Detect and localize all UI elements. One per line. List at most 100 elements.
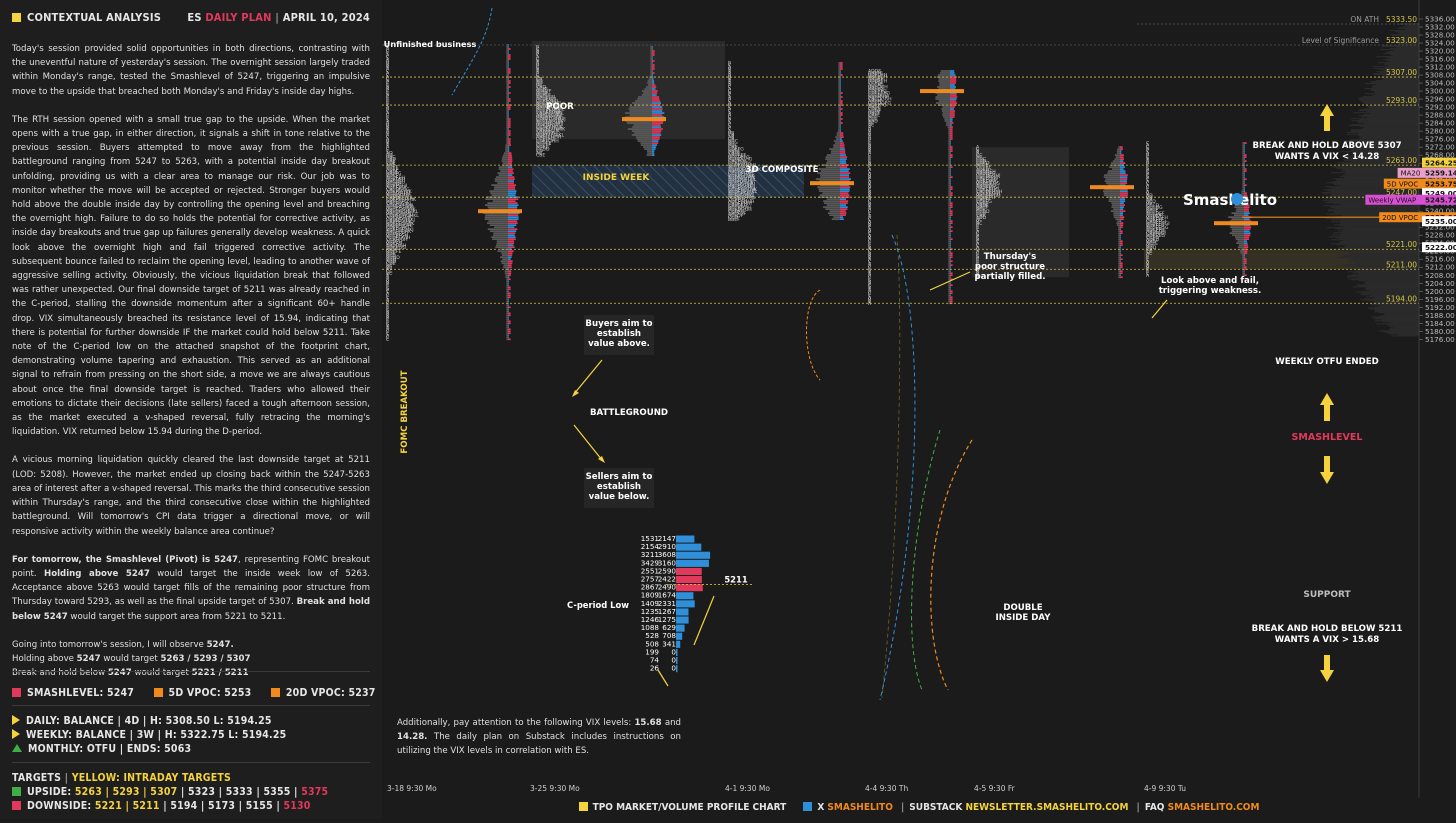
volume-bar [650, 70, 652, 72]
composite-volume-bar [1347, 271, 1419, 273]
volume-bar [948, 300, 950, 303]
composite-volume-bar [1340, 151, 1419, 153]
volume-bar-red [950, 194, 953, 196]
tpo-letters: A [386, 133, 390, 139]
composite-volume-bar [1336, 244, 1419, 246]
volume-bar [494, 180, 508, 182]
volume-bar-red [840, 102, 843, 104]
substack-link[interactable]: NEWSLETTER.SMASHELITO.COM [965, 802, 1129, 813]
tpo-letters: A [728, 97, 732, 103]
price-tick-label: 5316.00 [1425, 55, 1455, 64]
volume-bar [1118, 272, 1120, 275]
tpo-letters: CCDD [976, 209, 990, 215]
volume-bar-blue [1120, 206, 1124, 208]
volume-bar-blue [840, 90, 841, 92]
tpo-letters: C [976, 235, 979, 241]
tpo-letters: A [386, 67, 390, 73]
tpo-letters: CC [1146, 249, 1152, 255]
volume-bar-blue [950, 72, 955, 74]
tpo-letters: AD [536, 81, 543, 87]
volume-bar [944, 120, 950, 122]
volume-bar [506, 66, 508, 68]
volume-bar [838, 128, 840, 130]
tpo-letters: CD [536, 149, 543, 155]
x-handle-link[interactable]: SMASHELITO [827, 802, 893, 813]
volume-bar-red [950, 176, 953, 178]
volume-bar-red [840, 164, 849, 166]
volume-bar-blue [1244, 182, 1245, 184]
day-profile-0: BAACCACAABBBACACACBCCBBCCBCCCCCABCACCCAA… [386, 43, 522, 343]
footprint-ask: 629 [662, 623, 676, 632]
composite-volume-bar [1331, 221, 1419, 223]
volume-bar [637, 98, 652, 100]
volume-bar-red [508, 330, 511, 333]
tpo-letters: B [536, 49, 539, 55]
day-profile-3: ADDEABEFEBDEDFHBBCDEHABDEFBDDEFHCCEDFACC… [868, 69, 964, 307]
volume-bar [491, 194, 508, 196]
tpo-letters: A [868, 195, 872, 201]
volume-bar-red [508, 118, 511, 120]
volume-bar-blue [950, 294, 951, 297]
price-tag-name: 20D VPOC [1382, 214, 1418, 222]
volume-bar-red [508, 296, 511, 299]
composite-volume-bar [1381, 76, 1419, 78]
tpo-letters: CCEDF [868, 81, 884, 87]
volume-bar [948, 148, 950, 150]
volume-bar-red [508, 56, 511, 58]
volume-bar-red [950, 300, 953, 303]
volume-bar-blue [1244, 254, 1245, 257]
volume-bar [503, 154, 508, 156]
volume-bar [818, 188, 840, 190]
faq-link[interactable]: SMASHELITO.COM [1167, 802, 1260, 813]
volume-bar [1110, 210, 1120, 212]
volume-bar-blue [1244, 242, 1248, 245]
composite-volume-bar [1332, 183, 1419, 185]
volume-bar [506, 128, 508, 130]
volume-bar [819, 190, 840, 192]
volume-bar [948, 142, 950, 144]
tpo-letters: ADEFEFHIK [386, 189, 413, 195]
volume-bar-blue [950, 200, 951, 202]
volume-bar [822, 192, 840, 194]
composite-volume-bar [1352, 152, 1419, 154]
volume-bar-blue [652, 74, 653, 76]
analysis-panel: CONTEXTUAL ANALYSIS ES DAILY PLAN | APRI… [0, 0, 382, 819]
tpo-letters: B [868, 143, 871, 149]
tpo-letters: ADDDFHIHIJ [386, 203, 413, 209]
volume-bar-blue [508, 192, 517, 194]
battleground-zone [532, 165, 804, 198]
tpo-letters: C [868, 241, 871, 247]
tpo-letters: BBDFFGIHJL [536, 105, 564, 111]
volume-bar-blue [508, 298, 509, 301]
composite-volume-bar [1325, 218, 1419, 220]
tpo-letters: A [868, 247, 872, 253]
volume-bar-red [840, 196, 850, 198]
volume-bar-red [508, 264, 512, 267]
volume-bar [1236, 242, 1244, 245]
volume-bar [493, 188, 508, 190]
tpo-letters: C [976, 253, 979, 259]
tpo-letters: ACEE [1146, 241, 1158, 247]
volume-bar-red [508, 272, 512, 275]
volume-bar [948, 174, 950, 176]
volume-bar [1118, 276, 1120, 279]
volume-bar [820, 176, 840, 178]
volume-bar [838, 96, 840, 98]
volume-bar [944, 118, 950, 120]
volume-bar [629, 110, 652, 112]
volume-bar-red [1244, 234, 1251, 237]
composite-arc [806, 289, 821, 381]
volume-bar-blue [840, 72, 841, 74]
analysis-text: Today's session provided solid opportuni… [12, 42, 370, 680]
tpo-letters: C [868, 209, 871, 215]
volume-bar-red [508, 126, 511, 128]
tpo-letters: C [868, 277, 871, 283]
tpo-letters: BD [536, 79, 543, 85]
tpo-letters: B [868, 133, 871, 139]
composite-volume-bar [1366, 111, 1419, 113]
tpo-letters: CCEEGHII [536, 99, 558, 105]
volume-bar [506, 290, 508, 293]
buyers-label: Buyers aim to establish value above. [585, 319, 652, 349]
volume-bar-red [1244, 236, 1250, 239]
volume-bar-blue [508, 166, 513, 168]
